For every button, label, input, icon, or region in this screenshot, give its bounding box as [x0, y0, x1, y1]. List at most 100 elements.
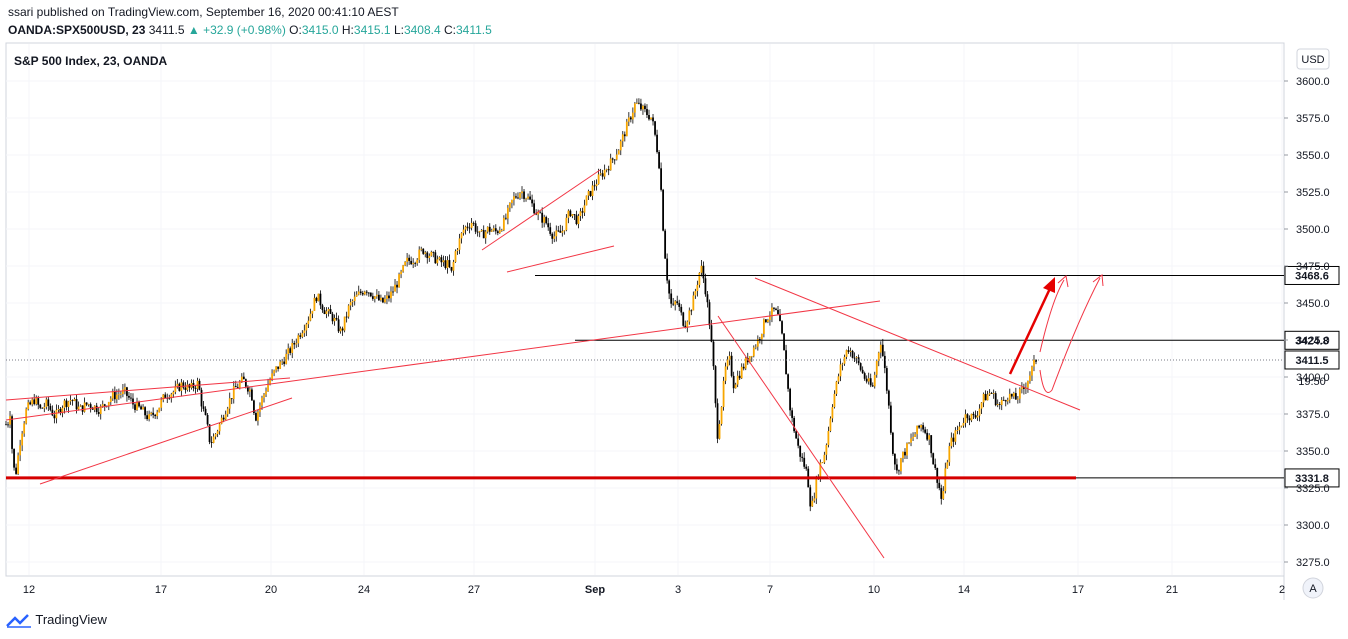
- candle-body: [990, 393, 993, 394]
- y-tick-label: 3275.0: [1296, 557, 1330, 569]
- candle-body: [946, 462, 949, 469]
- candle-body: [313, 297, 316, 311]
- chart-title: S&P 500 Index, 23, OANDA: [14, 54, 168, 68]
- x-tick-label: 21: [1166, 584, 1178, 596]
- candle-body: [438, 257, 441, 260]
- candle-body: [805, 466, 808, 469]
- candle-body: [339, 328, 342, 332]
- candle-body: [654, 121, 656, 135]
- candle-body: [466, 226, 469, 228]
- candle-body: [424, 252, 427, 254]
- candle-body: [541, 212, 544, 223]
- candle-body: [615, 154, 618, 160]
- candle-body: [194, 387, 197, 389]
- candle-body: [140, 406, 142, 410]
- y-tick-label: 3600.0: [1296, 76, 1330, 88]
- candle-body: [690, 310, 693, 312]
- candle-body: [758, 338, 761, 340]
- price-axis[interactable]: 3600.0 3575.0 3550.0 3525.0 3500.0 3475.0 3450…: [1284, 76, 1330, 569]
- candle-body: [785, 350, 787, 375]
- candle-body: [904, 451, 906, 456]
- candle-body: [728, 355, 731, 360]
- candle-body: [724, 366, 727, 381]
- candle-body: [117, 394, 120, 396]
- candle-body: [178, 383, 181, 391]
- candle-body: [119, 393, 122, 395]
- trend-annotations[interactable]: [5, 169, 1104, 559]
- candle-body: [922, 425, 925, 430]
- candle-body: [408, 257, 411, 261]
- auto-scale-button[interactable]: A: [1302, 577, 1324, 599]
- candle-body: [960, 425, 963, 427]
- candle-body: [69, 400, 72, 402]
- candle-body: [307, 320, 310, 325]
- tradingview-logo-icon: [6, 613, 31, 628]
- candle-body: [75, 399, 78, 410]
- candle-body: [109, 398, 112, 403]
- candle-body: [97, 412, 100, 415]
- candle-body: [873, 374, 876, 387]
- x-tick-label: 12: [23, 584, 35, 596]
- horizontal-levels[interactable]: 3468.6 3424.8 3331.8 3411.5 19:50: [6, 265, 1340, 488]
- candle-body: [825, 444, 828, 455]
- candle-body: [440, 257, 443, 263]
- candle-body: [771, 307, 773, 317]
- candle-body: [464, 226, 467, 230]
- candle-body: [59, 408, 62, 414]
- candle-body: [128, 395, 130, 398]
- symbol-name[interactable]: OANDA:SPX500USD, 23: [8, 23, 146, 37]
- candle-body: [283, 361, 286, 364]
- candle-body: [156, 412, 159, 417]
- price-chart[interactable]: S&P 500 Index, 23, OANDA 3468.63424.8333…: [0, 0, 1348, 612]
- candle-body: [722, 380, 725, 407]
- candle-body: [521, 191, 523, 194]
- candle-body: [648, 115, 650, 120]
- candle-body: [87, 404, 90, 405]
- candle-body: [936, 468, 939, 483]
- candle-body: [851, 350, 854, 358]
- candle-body: [329, 309, 332, 314]
- currency-badge[interactable]: USD: [1296, 48, 1330, 70]
- candle-body: [289, 348, 292, 353]
- candle-body: [591, 185, 594, 196]
- candle-body: [877, 352, 880, 361]
- publisher-line: ssari published on TradingView.com, Sept…: [8, 5, 399, 19]
- x-tick-label: 17: [1072, 584, 1084, 596]
- candle-body: [861, 369, 864, 374]
- candle-body: [583, 205, 586, 213]
- candle-body: [265, 391, 267, 395]
- candle-body: [972, 413, 975, 416]
- time-axis[interactable]: 12 17 20 24 27 Sep 3 7 10 14 17 21 2: [23, 584, 1285, 596]
- candle-body: [797, 438, 800, 446]
- candle-body: [756, 338, 759, 347]
- candle-body: [563, 230, 566, 232]
- candle-body: [670, 293, 673, 304]
- candle-body: [367, 292, 370, 294]
- candle-body: [656, 134, 658, 153]
- candle-body: [744, 357, 747, 369]
- candle-body: [525, 198, 527, 200]
- candle-body: [261, 397, 263, 406]
- candle-body: [849, 350, 852, 352]
- candle-body: [539, 212, 542, 214]
- y-tick-label: 3325.0: [1296, 483, 1330, 495]
- candle-body: [527, 196, 529, 199]
- candle-body: [795, 431, 798, 439]
- candle-body: [371, 296, 374, 299]
- candle-body: [617, 150, 620, 155]
- candle-body: [1031, 366, 1033, 376]
- projection-curve-head: [1057, 275, 1069, 288]
- candle-body: [692, 295, 695, 311]
- candle-body: [767, 319, 769, 322]
- candle-body: [57, 408, 60, 410]
- open-value: 3415.0: [301, 23, 339, 37]
- candle-body: [881, 344, 884, 356]
- candle-body: [605, 169, 608, 170]
- candle-body: [674, 301, 677, 305]
- candle-body: [831, 407, 834, 419]
- candle-body: [601, 173, 604, 177]
- candle-body: [228, 398, 231, 409]
- candle-body: [847, 350, 850, 352]
- candle-body: [71, 400, 74, 401]
- tradingview-logo[interactable]: TradingView: [6, 612, 107, 630]
